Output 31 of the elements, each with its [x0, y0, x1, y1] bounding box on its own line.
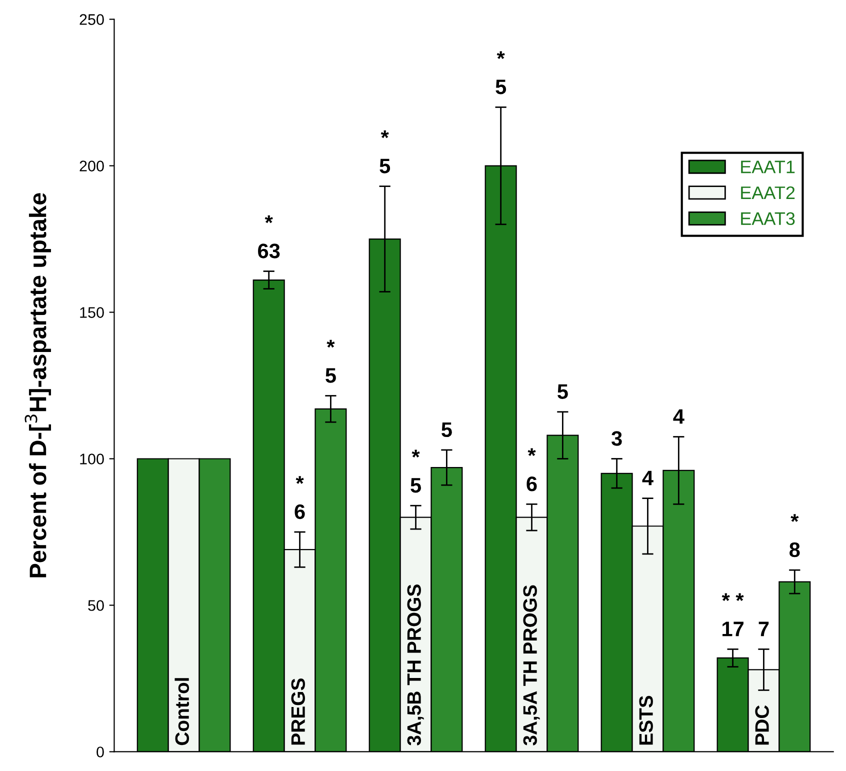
y-tick-label: 200: [80, 160, 104, 172]
y-tick-label: 150: [80, 307, 104, 318]
annotation: * * 17: [722, 593, 744, 636]
y-tick-label: 0: [96, 746, 104, 758]
x-tick-label: PDC: [755, 705, 769, 745]
annotation: * 5: [326, 340, 336, 383]
legend-label: EAAT3: [741, 212, 795, 226]
annotation: * 8: [790, 514, 800, 558]
x-tick-label: Control: [174, 678, 190, 746]
annotation: * 5: [410, 450, 421, 493]
y-tick-label: 100: [80, 454, 104, 464]
annotation: 3: [611, 431, 622, 446]
annotation: * 5: [380, 130, 390, 174]
legend-label: EAAT2: [741, 186, 795, 199]
annotation: * 63: [258, 215, 280, 258]
x-tick-label: ESTS: [639, 696, 653, 745]
y-axis-title: Percent of D-[$^{3}$H]-aspartate uptake: [24, 193, 51, 578]
annotation: * 5: [496, 51, 506, 94]
annotation: 5: [558, 384, 568, 399]
annotation: 4: [673, 409, 684, 424]
y-tick-label: 50: [88, 600, 104, 611]
annotation: * 6: [526, 448, 537, 492]
x-tick-label: 3A,5B TH PROGS: [407, 584, 424, 746]
annotation: 5: [442, 422, 452, 438]
legend-label: EAAT1: [741, 160, 795, 174]
y-tick-label: 250: [80, 14, 104, 25]
x-tick-label: 3A,5A TH PROGS: [523, 585, 540, 746]
annotation: 4: [642, 470, 654, 486]
x-tick-label: PREGS: [291, 678, 306, 745]
annotation: * 6: [294, 476, 305, 520]
annotation: 7: [758, 622, 769, 636]
